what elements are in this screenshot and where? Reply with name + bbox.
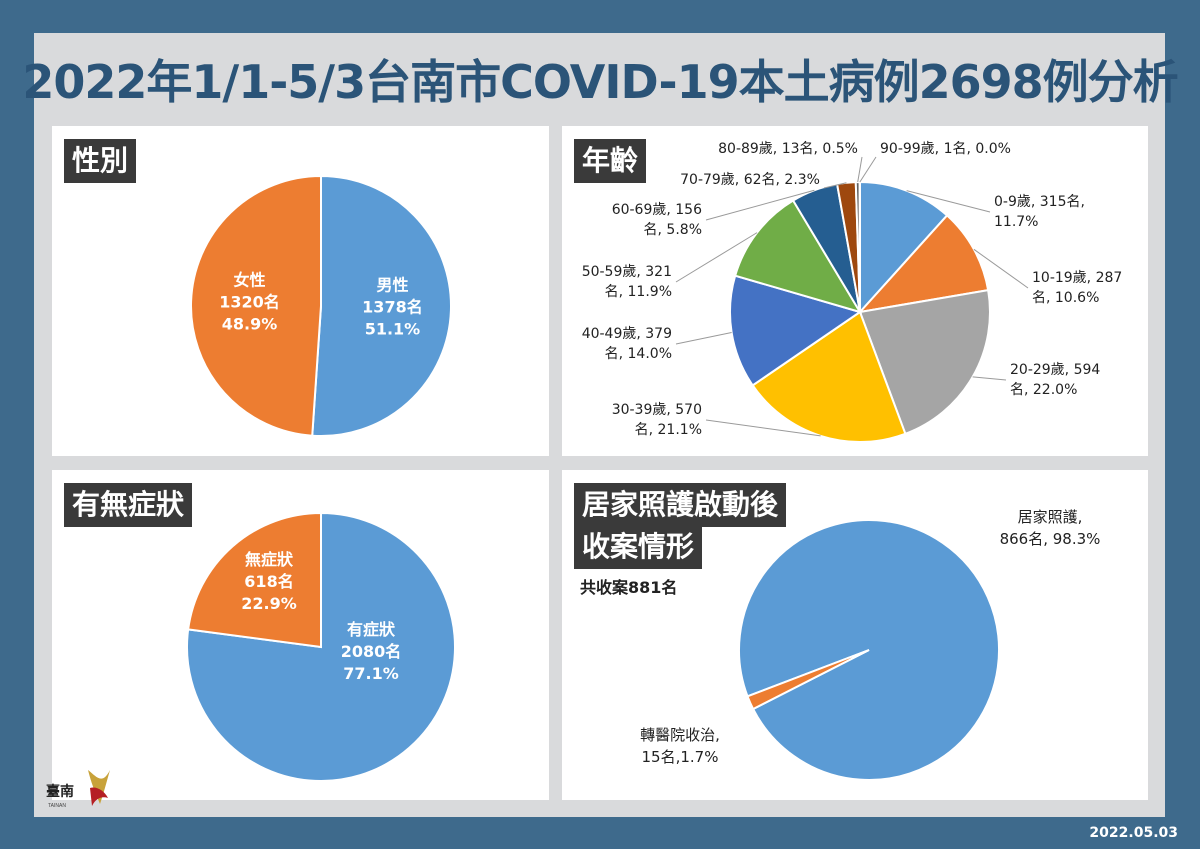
age-leader-2 (972, 376, 1007, 381)
age-label-0: 0-9歲, 315名, (994, 194, 1085, 210)
age-leader-0 (906, 190, 991, 213)
age-label2-2: 名, 22.0% (1010, 382, 1077, 398)
gender-label-0: 男性 (376, 275, 408, 294)
symptom-label-0: 有症狀 (347, 620, 396, 639)
age-label-2: 20-29歲, 594 (1010, 362, 1100, 378)
age-label2-1: 名, 10.6% (1032, 290, 1099, 306)
age-label-8: 80-89歲, 13名, 0.5% (718, 141, 858, 157)
age-leader-6 (705, 189, 815, 221)
age-slice-3 (751, 310, 907, 443)
age-label2-5: 名, 11.9% (605, 284, 672, 300)
age-label2-3: 名, 21.1% (635, 422, 702, 438)
homecare-label-0: 居家照護, (1018, 508, 1083, 526)
homecare-slice-1 (746, 649, 870, 711)
gender-slice-1 (189, 174, 322, 437)
homecare-panel: 居家照護, 866名, 98.3% 轉醫院收治, 15名,1.7% 居家照護啟動後 收… (562, 470, 1148, 800)
age-label-5: 50-59歲, 321 (582, 264, 672, 280)
age-slice-0 (859, 180, 949, 315)
symptom-slice-1 (187, 511, 322, 649)
age-leader-1 (973, 248, 1029, 289)
logo-flower-shape (90, 787, 108, 806)
age-label-9: 90-99歲, 1名, 0.0% (880, 141, 1011, 157)
logo-subtext: TAINAN (48, 803, 66, 809)
age-label-1: 10-19歲, 287 (1032, 270, 1122, 286)
age-leader-9 (859, 156, 877, 183)
age-label-7: 70-79歲, 62名, 2.3% (680, 172, 820, 188)
symptom-panel: 有症狀 2080名 77.1% 無症狀 618名 22.9% 有無症狀 (52, 470, 549, 800)
gender-percent-0: 51.1% (365, 319, 421, 338)
age-slice-5 (733, 199, 863, 314)
age-leader-8 (857, 156, 863, 183)
homecare-pie-chart: 居家照護, 866名, 98.3% 轉醫院收治, 15名,1.7% (640, 508, 1101, 781)
homecare-label2-1: 15名,1.7% (642, 748, 719, 766)
age-pie-chart: 0-9歲, 315名, 11.7% 10-19歲, 287 名, 10.6% 20-29… (582, 141, 1122, 443)
age-label-6: 60-69歲, 156 (612, 202, 702, 218)
symptom-count-1: 618名 (244, 572, 293, 591)
age-panel: 0-9歲, 315名, 11.7% 10-19歲, 287 名, 10.6% 20-29… (562, 126, 1148, 456)
age-leader-3 (705, 419, 821, 437)
age-leader-5 (675, 232, 758, 283)
gender-pie-chart: 男性 1378名 51.1% 女性 1320名 48.9% (189, 174, 452, 437)
age-label2-4: 名, 14.0% (605, 346, 672, 362)
age-title: 年齡 (574, 139, 647, 183)
symptom-percent-0: 77.1% (343, 664, 399, 683)
age-leader-7 (823, 182, 847, 189)
homecare-label2-0: 866名, 98.3% (1000, 530, 1101, 548)
age-label2-0: 11.7% (994, 214, 1038, 230)
page-title: 2022年1/1-5/3台南市COVID-19本土病例2698例分析 (22, 55, 1178, 109)
gender-label-1: 女性 (234, 271, 266, 290)
age-label-3: 30-39歲, 570 (612, 402, 702, 418)
homecare-title-line1: 居家照護啟動後 (574, 483, 787, 527)
age-leader-4 (675, 332, 732, 345)
age-label2-6: 名, 5.8% (644, 222, 702, 238)
gender-percent-1: 48.9% (222, 315, 278, 334)
gender-title: 性別 (64, 139, 137, 183)
homecare-title-line2: 收案情形 (574, 525, 703, 569)
symptom-label-1: 無症狀 (245, 550, 294, 569)
footer-date: 2022.05.03 (1089, 825, 1178, 841)
gender-count-1: 1320名 (219, 293, 280, 312)
logo-text: 臺南 (46, 783, 74, 800)
symptom-title: 有無症狀 (64, 483, 193, 527)
symptom-pie-chart: 有症狀 2080名 77.1% 無症狀 618名 22.9% (186, 511, 456, 782)
age-label-4: 40-49歲, 379 (582, 326, 672, 342)
symptom-percent-1: 22.9% (241, 594, 297, 613)
homecare-total-note: 共收案881名 (580, 578, 678, 597)
gender-panel: 男性 1378名 51.1% 女性 1320名 48.9% 性別 (52, 126, 549, 456)
homecare-label-1: 轉醫院收治, (640, 726, 720, 744)
symptom-count-0: 2080名 (341, 642, 402, 661)
logo-wing-shape (88, 770, 110, 804)
age-slice-1 (857, 214, 990, 314)
gender-slice-0 (311, 174, 452, 437)
tainan-logo: 臺南 TAINAN (46, 770, 110, 809)
gender-count-0: 1378名 (362, 297, 423, 316)
